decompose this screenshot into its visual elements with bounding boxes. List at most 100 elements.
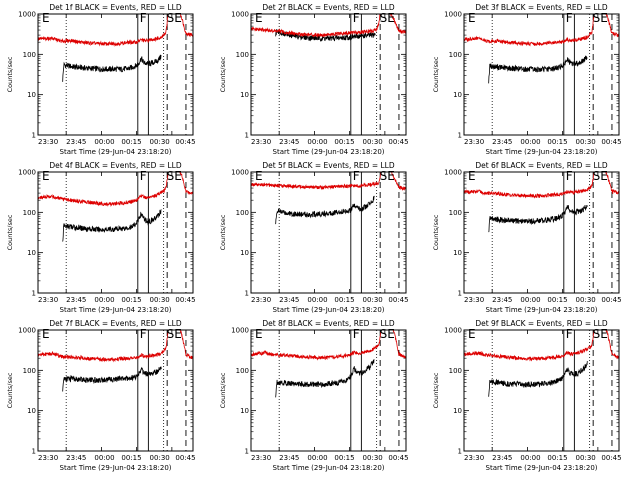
chart-title: Det 4f BLACK = Events, RED = LLD bbox=[49, 161, 182, 170]
events-series-line bbox=[488, 361, 588, 397]
flag-label-f: F bbox=[566, 169, 573, 183]
flag-label-e: E bbox=[42, 327, 50, 341]
flag-label-f: F bbox=[140, 11, 147, 25]
plot-frame bbox=[463, 13, 620, 136]
plot-area bbox=[38, 330, 193, 451]
x-axis-label: Start Time (29-Jun-04 23:18:20) bbox=[486, 306, 598, 314]
x-tick-label: 00:30 bbox=[150, 296, 170, 304]
flag-label-f: F bbox=[140, 327, 147, 341]
y-tick-label: 1 bbox=[458, 290, 462, 298]
y-tick-label: 1 bbox=[458, 132, 462, 140]
lld-series-line bbox=[251, 14, 406, 38]
y-axis-label: Counts/sec bbox=[432, 214, 440, 250]
chart-panel-5: Det 5f BLACK = Events, RED = LLD Counts/s… bbox=[219, 161, 409, 314]
events-series-line bbox=[62, 366, 162, 392]
chart-title: Det 1f BLACK = Events, RED = LLD bbox=[49, 3, 182, 12]
chart-title: Det 8f BLACK = Events, RED = LLD bbox=[262, 319, 395, 328]
x-tick-label: 00:45 bbox=[175, 296, 195, 304]
plot-area bbox=[464, 330, 619, 451]
events-series-line bbox=[488, 55, 588, 84]
x-tick-label: 23:30 bbox=[464, 454, 484, 462]
flag-label-se: SE bbox=[593, 11, 608, 25]
y-tick-label: 10 bbox=[453, 91, 462, 99]
chart-panel-8: Det 8f BLACK = Events, RED = LLD Counts/s… bbox=[219, 319, 409, 472]
flag-label-f: F bbox=[566, 11, 573, 25]
events-series-line bbox=[488, 205, 588, 233]
x-tick-label: 23:30 bbox=[38, 454, 58, 462]
x-tick-label: 00:15 bbox=[547, 138, 567, 146]
x-tick-label: 00:00 bbox=[307, 138, 327, 146]
x-tick-label: 00:30 bbox=[150, 138, 170, 146]
x-tick-label: 00:15 bbox=[121, 138, 141, 146]
x-tick-label: 00:45 bbox=[175, 454, 195, 462]
y-tick-label: 100 bbox=[23, 367, 36, 375]
plot-area bbox=[251, 172, 406, 293]
flag-label-e: E bbox=[468, 169, 476, 183]
x-tick-label: 00:30 bbox=[363, 296, 383, 304]
lld-series-line bbox=[38, 14, 193, 47]
x-tick-label: 00:00 bbox=[94, 296, 114, 304]
flag-label-f: F bbox=[353, 11, 360, 25]
y-tick-label: 1000 bbox=[18, 169, 36, 177]
x-tick-label: 00:45 bbox=[175, 138, 195, 146]
y-axis-label: Counts/sec bbox=[219, 214, 227, 250]
x-axis-label: Start Time (29-Jun-04 23:18:20) bbox=[60, 464, 172, 472]
chart-panel-4: Det 4f BLACK = Events, RED = LLD Counts/s… bbox=[6, 161, 196, 314]
x-tick-label: 00:15 bbox=[121, 454, 141, 462]
x-tick-label: 00:00 bbox=[520, 138, 540, 146]
x-axis-label: Start Time (29-Jun-04 23:18:20) bbox=[273, 148, 385, 156]
flag-label-e: E bbox=[42, 169, 50, 183]
x-tick-label: 23:45 bbox=[279, 296, 299, 304]
chart-panel-6: Det 6f BLACK = Events, RED = LLD Counts/s… bbox=[432, 161, 622, 314]
plot-frame bbox=[37, 171, 194, 294]
flag-label-e: E bbox=[42, 11, 50, 25]
events-series-line bbox=[275, 358, 375, 398]
x-tick-label: 23:45 bbox=[492, 138, 512, 146]
flag-label-e: E bbox=[255, 327, 263, 341]
x-tick-label: 23:30 bbox=[251, 138, 271, 146]
x-axis-label: Start Time (29-Jun-04 23:18:20) bbox=[60, 148, 172, 156]
y-tick-label: 100 bbox=[449, 51, 462, 59]
flag-label-se: SE bbox=[167, 169, 182, 183]
y-tick-label: 1 bbox=[32, 132, 36, 140]
x-tick-label: 23:30 bbox=[251, 296, 271, 304]
x-tick-label: 00:30 bbox=[576, 454, 596, 462]
y-tick-label: 10 bbox=[27, 91, 36, 99]
x-tick-label: 23:30 bbox=[38, 296, 58, 304]
chart-title: Det 6f BLACK = Events, RED = LLD bbox=[475, 161, 608, 170]
x-tick-label: 00:00 bbox=[94, 454, 114, 462]
y-tick-label: 1000 bbox=[18, 11, 36, 19]
y-axis-label: Counts/sec bbox=[219, 56, 227, 92]
x-tick-label: 00:45 bbox=[601, 138, 621, 146]
y-tick-label: 1000 bbox=[444, 169, 462, 177]
y-tick-label: 100 bbox=[236, 209, 249, 217]
y-tick-label: 100 bbox=[449, 209, 462, 217]
y-axis-label: Counts/sec bbox=[6, 372, 14, 408]
y-tick-label: 1000 bbox=[18, 327, 36, 335]
flag-label-f: F bbox=[566, 327, 573, 341]
flag-label-f: F bbox=[353, 169, 360, 183]
x-tick-label: 00:00 bbox=[307, 454, 327, 462]
x-tick-label: 23:30 bbox=[464, 296, 484, 304]
events-series-line bbox=[275, 195, 375, 225]
y-tick-label: 100 bbox=[236, 367, 249, 375]
flag-label-e: E bbox=[468, 11, 476, 25]
y-tick-label: 10 bbox=[240, 407, 249, 415]
flag-label-se: SE bbox=[167, 327, 182, 341]
y-axis-label: Counts/sec bbox=[219, 372, 227, 408]
chart-title: Det 9f BLACK = Events, RED = LLD bbox=[475, 319, 608, 328]
x-tick-label: 23:45 bbox=[492, 296, 512, 304]
plot-frame bbox=[37, 13, 194, 136]
x-tick-label: 00:30 bbox=[576, 138, 596, 146]
y-tick-label: 1 bbox=[245, 132, 249, 140]
events-series-line bbox=[62, 209, 162, 242]
chart-panel-9: Det 9f BLACK = Events, RED = LLD Counts/s… bbox=[432, 319, 622, 472]
x-axis-label: Start Time (29-Jun-04 23:18:20) bbox=[273, 464, 385, 472]
x-tick-label: 00:30 bbox=[363, 454, 383, 462]
x-tick-label: 00:45 bbox=[388, 454, 408, 462]
plot-area bbox=[38, 172, 193, 293]
chart-panel-7: Det 7f BLACK = Events, RED = LLD Counts/s… bbox=[6, 319, 196, 472]
plot-frame bbox=[463, 329, 620, 452]
